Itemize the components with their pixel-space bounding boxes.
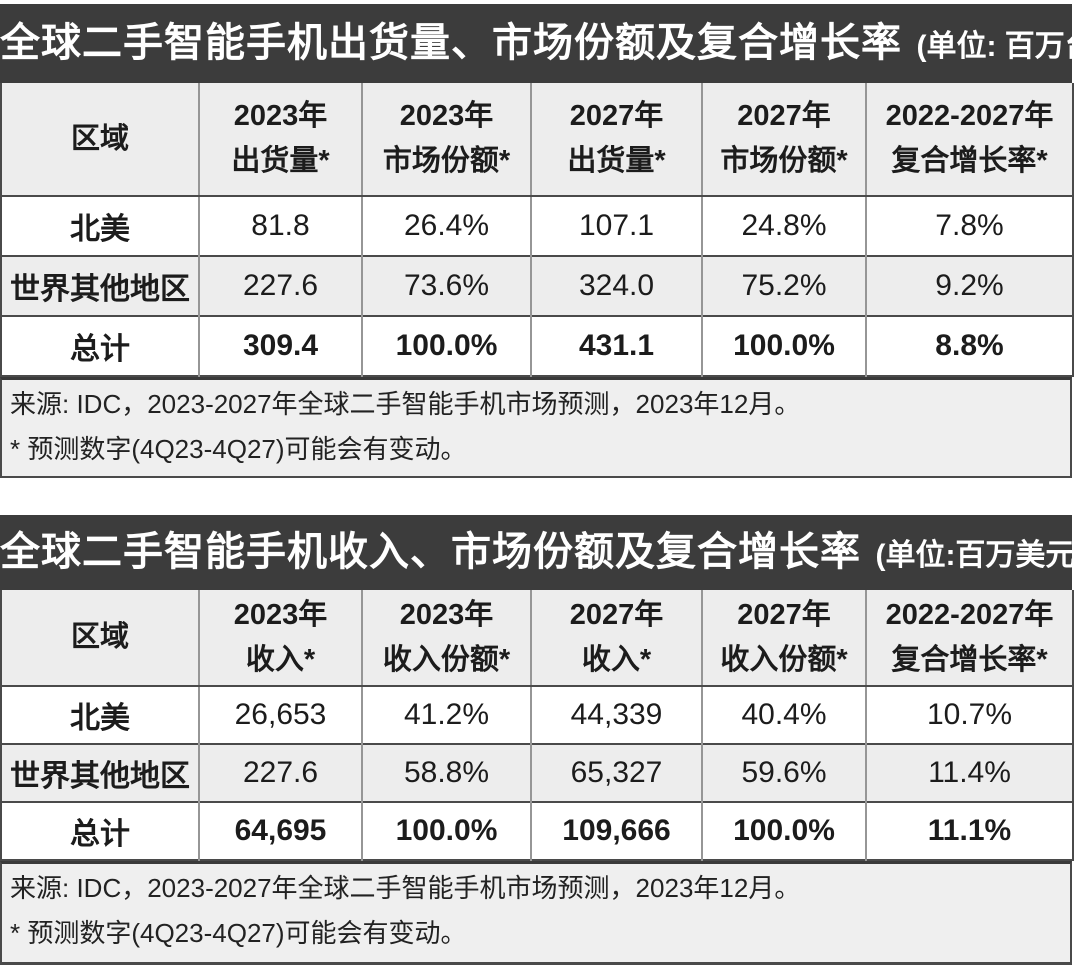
- source-note: 来源: IDC，2023-2027年全球二手智能手机市场预测，2023年12月。: [10, 873, 801, 903]
- region-cell: 北美: [1, 686, 199, 744]
- region-cell: 世界其他地区: [1, 255, 199, 316]
- value-cell: 11.4%: [865, 743, 1073, 802]
- value-cell: 40.4%: [701, 686, 866, 744]
- value-cell: 65,327: [530, 743, 702, 802]
- value-cell: 100.0%: [361, 801, 531, 860]
- value-cell: 73.6%: [361, 255, 531, 316]
- table-row-north-america: 北美 81.8 26.4% 107.1 24.8% 7.8%: [1, 196, 1073, 256]
- revenue-footnotes: 来源: IDC，2023-2027年全球二手智能手机市场预测，2023年12月。…: [0, 861, 1072, 965]
- value-cell: 10.7%: [865, 686, 1073, 744]
- forecast-note: * 预测数字(4Q23-4Q27)可能会有变动。: [10, 434, 467, 464]
- value-cell: 81.8: [198, 196, 362, 256]
- value-cell: 100.0%: [361, 315, 531, 376]
- col-header-2027-shipments: 2027年 出货量*: [530, 83, 702, 197]
- col-header-region: 区域: [1, 590, 199, 687]
- revenue-table-section: 全球二手智能手机收入、市场份额及复合增长率 (单位:百万美元) 区域 2023年…: [0, 515, 1080, 965]
- section-divider-gap: [0, 478, 1080, 515]
- value-cell: 107.1: [530, 196, 702, 256]
- table-row-rest-of-world: 世界其他地区 227.6 58.8% 65,327 59.6% 11.4%: [1, 743, 1073, 802]
- value-cell: 324.0: [530, 255, 702, 316]
- revenue-title-bar: 全球二手智能手机收入、市场份额及复合增长率 (单位:百万美元): [0, 515, 1080, 590]
- table-row-total: 总计 64,695 100.0% 109,666 100.0% 11.1%: [1, 801, 1073, 860]
- value-cell: 100.0%: [701, 315, 866, 376]
- shipments-title: 全球二手智能手机出货量、市场份额及复合增长率: [0, 21, 902, 65]
- col-header-2027-revenue-share: 2027年 收入份额*: [701, 590, 866, 687]
- revenue-title: 全球二手智能手机收入、市场份额及复合增长率: [0, 530, 861, 574]
- region-cell: 总计: [1, 315, 199, 376]
- revenue-unit-label: (单位:百万美元): [875, 539, 1080, 572]
- region-cell: 北美: [1, 196, 199, 256]
- col-header-2023-shipments: 2023年 出货量*: [198, 83, 362, 197]
- region-cell: 总计: [1, 801, 199, 860]
- col-header-cagr: 2022-2027年 复合增长率*: [865, 590, 1073, 687]
- table-row-total: 总计 309.4 100.0% 431.1 100.0% 8.8%: [1, 315, 1073, 376]
- value-cell: 41.2%: [361, 686, 531, 744]
- revenue-header-row: 区域 2023年 收入* 2023年 收入份额* 2027年 收入* 2027年…: [1, 590, 1073, 687]
- col-header-2023-revenue: 2023年 收入*: [198, 590, 362, 687]
- revenue-table: 区域 2023年 收入* 2023年 收入份额* 2027年 收入* 2027年…: [0, 590, 1074, 861]
- shipments-unit-label: (单位: 百万台): [916, 30, 1080, 63]
- value-cell: 9.2%: [865, 255, 1073, 316]
- shipments-title-bar: 全球二手智能手机出货量、市场份额及复合增长率 (单位: 百万台): [0, 4, 1080, 83]
- shipments-table-section: 全球二手智能手机出货量、市场份额及复合增长率 (单位: 百万台) 区域 2023…: [0, 4, 1080, 478]
- value-cell: 227.6: [198, 743, 362, 802]
- col-header-2023-share: 2023年 市场份额*: [361, 83, 531, 197]
- value-cell: 26,653: [198, 686, 362, 744]
- value-cell: 24.8%: [701, 196, 866, 256]
- forecast-note: * 预测数字(4Q23-4Q27)可能会有变动。: [10, 918, 467, 948]
- value-cell: 227.6: [198, 255, 362, 316]
- col-header-region: 区域: [1, 83, 199, 197]
- value-cell: 44,339: [530, 686, 702, 744]
- shipments-header-row: 区域 2023年 出货量* 2023年 市场份额* 2027年 出货量* 202…: [1, 83, 1073, 197]
- value-cell: 8.8%: [865, 315, 1073, 376]
- value-cell: 109,666: [530, 801, 702, 860]
- value-cell: 100.0%: [701, 801, 866, 860]
- value-cell: 26.4%: [361, 196, 531, 256]
- col-header-2023-revenue-share: 2023年 收入份额*: [361, 590, 531, 687]
- value-cell: 64,695: [198, 801, 362, 860]
- shipments-footnotes: 来源: IDC，2023-2027年全球二手智能手机市场预测，2023年12月。…: [0, 377, 1072, 478]
- col-header-cagr: 2022-2027年 复合增长率*: [865, 83, 1073, 197]
- table-row-rest-of-world: 世界其他地区 227.6 73.6% 324.0 75.2% 9.2%: [1, 255, 1073, 316]
- col-header-2027-revenue: 2027年 收入*: [530, 590, 702, 687]
- value-cell: 59.6%: [701, 743, 866, 802]
- value-cell: 309.4: [198, 315, 362, 376]
- region-cell: 世界其他地区: [1, 743, 199, 802]
- shipments-table: 区域 2023年 出货量* 2023年 市场份额* 2027年 出货量* 202…: [0, 83, 1074, 377]
- value-cell: 58.8%: [361, 743, 531, 802]
- value-cell: 7.8%: [865, 196, 1073, 256]
- source-note: 来源: IDC，2023-2027年全球二手智能手机市场预测，2023年12月。: [10, 389, 801, 419]
- col-header-2027-share: 2027年 市场份额*: [701, 83, 866, 197]
- value-cell: 75.2%: [701, 255, 866, 316]
- value-cell: 11.1%: [865, 801, 1073, 860]
- value-cell: 431.1: [530, 315, 702, 376]
- table-row-north-america: 北美 26,653 41.2% 44,339 40.4% 10.7%: [1, 686, 1073, 744]
